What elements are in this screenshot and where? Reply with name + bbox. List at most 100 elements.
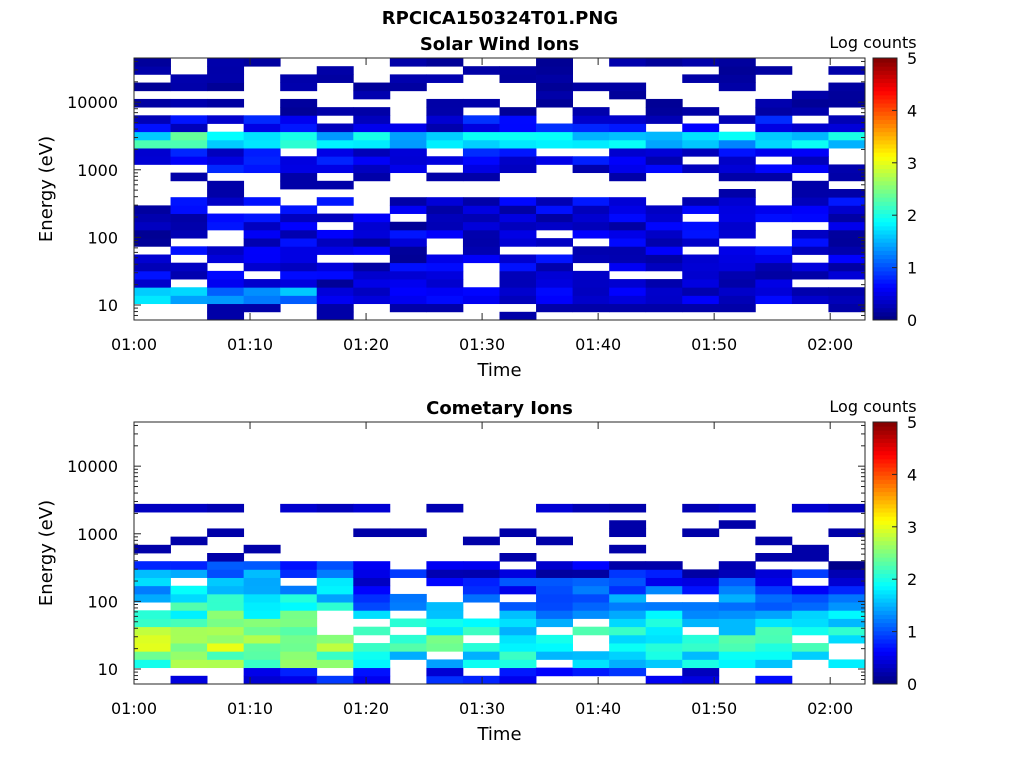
colorbar-tick-label: 1 [907, 259, 917, 278]
heatmap-cell [462, 66, 500, 75]
heatmap-cell [791, 107, 829, 116]
x-tick-label: 01:40 [575, 335, 621, 354]
colorbar-segment [873, 74, 897, 79]
heatmap-cell [170, 270, 208, 280]
heatmap-cell [828, 262, 866, 272]
colorbar-segment [873, 119, 897, 124]
heatmap-cell [353, 528, 391, 538]
heatmap-cell [609, 82, 647, 92]
colorbar-segment [873, 483, 897, 488]
heatmap-cell [426, 659, 464, 669]
heatmap-cell [170, 213, 208, 223]
colorbar-segment [873, 279, 897, 284]
colorbar-segment [873, 156, 897, 161]
y-tick-label: 100 [87, 592, 118, 611]
heatmap-cell [572, 254, 610, 264]
heatmap-cell [755, 270, 793, 280]
heatmap-cell [499, 197, 537, 206]
heatmap-cell [353, 262, 391, 272]
heatmap-cell [134, 503, 171, 513]
heatmap-cell [134, 131, 171, 141]
heatmap-cell [682, 164, 720, 174]
heatmap-cell [134, 115, 171, 124]
heatmap-cell [682, 503, 720, 513]
heatmap-cell [207, 651, 245, 660]
heatmap-cell [718, 213, 756, 223]
heatmap-cell [316, 503, 354, 513]
heatmap-cell [462, 675, 500, 685]
heatmap-cell [462, 287, 500, 296]
heatmap-cell [791, 585, 829, 595]
heatmap-cell [243, 238, 281, 247]
panel-title: Cometary Ions [426, 398, 573, 419]
heatmap-cell [536, 270, 573, 280]
heatmap-cell [243, 643, 281, 652]
heatmap-cell [682, 618, 720, 628]
colorbar-segment [873, 242, 897, 247]
heatmap-cell [280, 205, 318, 214]
colorbar-segment [873, 487, 897, 493]
heatmap-cell [389, 197, 427, 206]
heatmap-cell [316, 643, 354, 652]
heatmap-cell [755, 618, 793, 628]
colorbar-segment [873, 238, 897, 243]
colorbar-segment [873, 536, 897, 542]
heatmap-cell [280, 270, 318, 280]
heatmap-cell [316, 156, 354, 165]
colorbar-segment [873, 450, 897, 456]
heatmap-cell [499, 107, 537, 116]
colorbar-segment [873, 503, 897, 509]
colorbar-segment [873, 98, 897, 104]
colorbar-segment [873, 148, 897, 153]
heatmap-cell [499, 610, 537, 619]
x-axis-label: Time [476, 724, 521, 745]
heatmap-cell [828, 123, 866, 133]
heatmap-cell [718, 189, 756, 198]
heatmap-cell [426, 602, 464, 611]
heatmap-cell [572, 139, 610, 149]
heatmap-cell [572, 503, 610, 513]
heatmap-cell [828, 98, 866, 108]
heatmap-cell [207, 593, 245, 603]
heatmap-cell [280, 626, 318, 636]
colorbar-segment [873, 299, 897, 305]
heatmap-cell [353, 172, 391, 182]
heatmap-cell [828, 577, 866, 587]
heatmap-cell [718, 221, 756, 231]
y-axis-label: Energy (eV) [36, 500, 57, 606]
heatmap-cell [791, 156, 829, 165]
colorbar-frame [872, 57, 898, 321]
heatmap-cell [280, 213, 318, 223]
heatmap-cell [170, 295, 208, 305]
heatmap-cell [609, 602, 647, 611]
heatmap-cell [609, 58, 647, 67]
heatmap-cell [316, 246, 354, 255]
heatmap-cell [572, 270, 610, 280]
heatmap-cells [134, 503, 866, 685]
heatmap-cell [645, 115, 683, 124]
colorbar-segment [873, 283, 897, 288]
heatmap-cell [243, 675, 281, 685]
heatmap-cell [389, 123, 427, 133]
heatmap-cell [170, 172, 208, 182]
colorbar-segment [873, 139, 897, 145]
heatmap-cell [389, 262, 427, 272]
colorbar-segment [873, 659, 897, 665]
heatmap-cell [316, 561, 354, 570]
heatmap-cell [243, 544, 281, 554]
heatmap-cell [536, 74, 573, 83]
heatmap-cell [207, 553, 245, 562]
colorbar-segment [873, 663, 897, 669]
colorbar-segment [873, 311, 897, 317]
colorbar-segment [873, 266, 897, 272]
heatmap-cell [280, 74, 318, 83]
heatmap-cell [682, 569, 720, 578]
heatmap-cell [828, 213, 866, 223]
heatmap-cell [207, 148, 245, 157]
heatmap-cell [353, 246, 391, 255]
heatmap-cell [645, 131, 683, 141]
heatmap-cell [207, 189, 245, 198]
heatmap-cell [280, 667, 318, 677]
heatmap-cell [828, 618, 866, 628]
